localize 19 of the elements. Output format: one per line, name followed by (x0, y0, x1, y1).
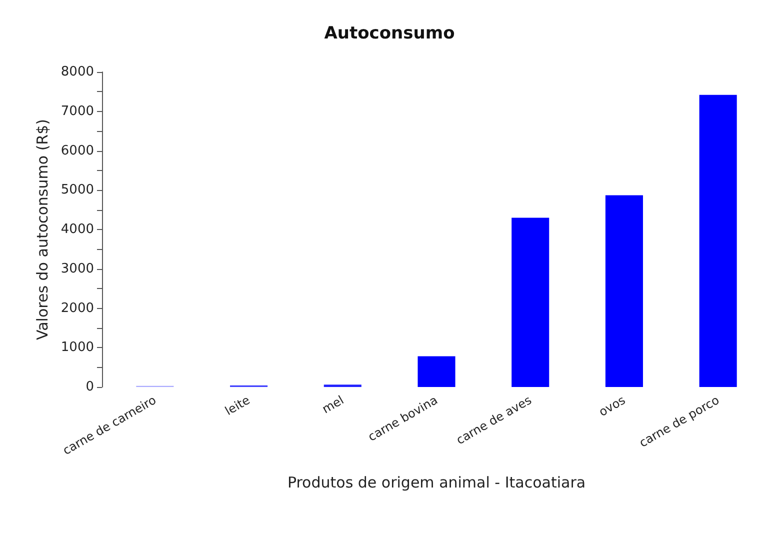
bar (699, 94, 737, 387)
bar (418, 356, 456, 387)
y-tick-label: 3000 (60, 261, 94, 276)
bar (512, 218, 550, 387)
y-tick-label: 2000 (60, 300, 94, 316)
y-tick-label: 1000 (60, 340, 94, 356)
y-tick-label: 0 (86, 380, 94, 394)
y-tick-label: 6000 (60, 143, 94, 158)
y-tick-label: 5000 (60, 182, 94, 198)
x-tick-label: mel (320, 392, 346, 416)
bar (605, 195, 643, 387)
y-tick-label: 8000 (60, 64, 94, 80)
y-tick-label: 4000 (60, 222, 94, 237)
x-axis-title: Produtos de origem animal - Itacoatiara (287, 474, 586, 492)
y-tick-label: 7000 (60, 104, 94, 119)
x-tick-label: ovos (596, 392, 628, 420)
y-axis-title: Valores do autoconsumo (R$) (34, 119, 52, 340)
chart-title: Autoconsumo (324, 24, 455, 44)
x-tick-label: leite (222, 392, 252, 418)
